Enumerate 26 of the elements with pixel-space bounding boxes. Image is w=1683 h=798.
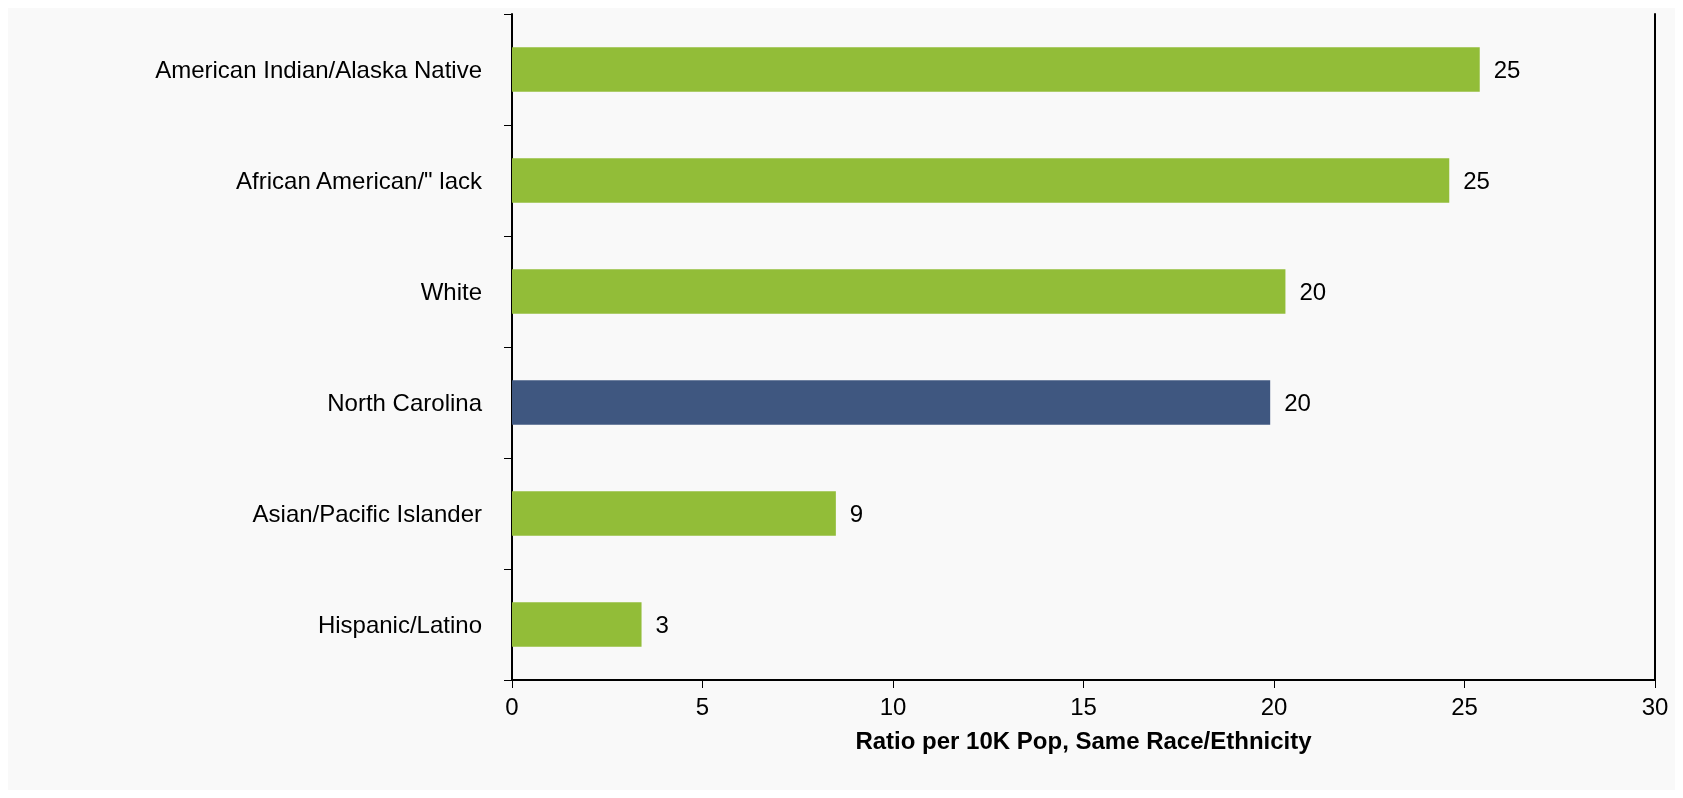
bar [512,602,642,647]
bar [512,269,1286,314]
y-tick-label: White [420,278,482,305]
data-label: 25 [1493,56,1521,83]
data-label: 3 [655,611,669,638]
y-tick-label: African American/" lack [236,167,483,194]
x-tick-label: 30 [1641,692,1669,720]
y-tick-label: Asian/Pacific Islander [252,500,482,527]
x-axis-title: Ratio per 10K Pop, Same Race/Ethnicity [855,726,1313,754]
x-tick-label: 20 [1260,692,1288,720]
data-label: 9 [849,500,864,527]
y-tick-label: Hispanic/Latino [317,611,482,638]
x-tick-label: 15 [1070,692,1097,720]
data-label: 25 [1463,167,1490,194]
x-tick-label: 10 [879,692,907,720]
x-tick-label: 25 [1451,692,1478,720]
y-tick-label: American Indian/Alaska Native [155,56,482,83]
bar [512,158,1450,203]
x-tick-label: 5 [695,692,710,720]
data-label: 20 [1299,278,1327,305]
bar [512,491,836,536]
x-tick-label: 0 [505,692,519,720]
bar [512,380,1271,425]
data-label: 20 [1284,389,1311,416]
bar [512,47,1480,92]
y-tick-label: North Carolina [327,389,483,416]
